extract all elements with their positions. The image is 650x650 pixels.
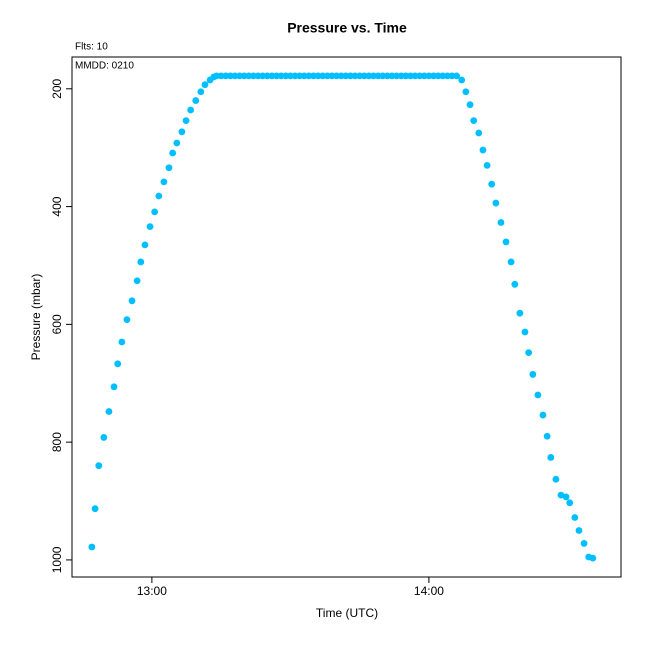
data-point — [160, 178, 168, 186]
data-point — [165, 164, 173, 172]
data-point — [123, 316, 131, 324]
data-point — [201, 81, 209, 89]
data-point — [534, 391, 542, 399]
data-point — [580, 540, 588, 547]
data-point — [187, 106, 195, 114]
y-tick-label: 800 — [50, 432, 64, 452]
data-point — [552, 475, 560, 483]
data-point — [155, 192, 163, 200]
data-point — [566, 499, 574, 507]
annotation: MMDD: 0210 — [75, 61, 134, 72]
data-point — [497, 219, 505, 226]
data-point — [502, 238, 510, 246]
data-point — [169, 149, 177, 157]
data-point — [575, 527, 583, 534]
data-point — [151, 208, 159, 216]
data-point — [178, 128, 186, 136]
data-point — [547, 454, 555, 461]
data-point — [571, 514, 579, 521]
annotation: Flts: 10 — [75, 42, 108, 53]
data-point — [525, 349, 533, 357]
y-axis-label: Pressure (mbar) — [29, 274, 43, 361]
data-point — [146, 223, 154, 231]
data-point — [470, 117, 478, 125]
y-tick-label: 200 — [50, 78, 64, 98]
data-point — [466, 101, 474, 109]
data-point — [118, 338, 126, 346]
data-point — [511, 280, 519, 288]
y-tick-label: 1000 — [50, 546, 64, 573]
data-point — [141, 241, 149, 249]
data-point — [492, 199, 500, 207]
data-point — [137, 258, 145, 266]
data-point — [105, 408, 113, 415]
y-tick-label: 600 — [50, 314, 64, 334]
y-tick-label: 400 — [50, 196, 64, 216]
data-point — [114, 360, 122, 368]
data-point — [516, 309, 524, 317]
data-point — [543, 432, 551, 440]
x-tick-label: 14:00 — [414, 584, 444, 598]
plot-frame — [71, 56, 622, 578]
data-point — [488, 180, 496, 188]
data-point — [462, 88, 470, 96]
data-point — [529, 371, 537, 378]
x-tick-label: 13:00 — [137, 584, 167, 598]
data-point — [539, 411, 547, 419]
data-point — [453, 72, 461, 80]
data-point — [100, 434, 108, 441]
data-point — [110, 383, 118, 391]
data-point — [562, 493, 570, 501]
data-point — [173, 139, 181, 147]
data-point — [458, 76, 466, 84]
chart-title: Pressure vs. Time — [287, 20, 407, 36]
data-point — [507, 258, 515, 266]
x-axis-label: Time (UTC) — [316, 606, 378, 620]
data-point — [182, 117, 190, 125]
data-point — [88, 543, 96, 551]
data-point — [521, 328, 529, 336]
data-point — [475, 129, 483, 137]
data-point — [95, 462, 103, 470]
data-point — [483, 161, 491, 169]
data-point — [128, 297, 136, 305]
data-point — [91, 505, 99, 513]
data-point — [197, 88, 205, 96]
data-point — [133, 277, 141, 285]
data-point — [479, 146, 487, 154]
data-point — [192, 97, 200, 104]
data-point — [589, 554, 597, 562]
